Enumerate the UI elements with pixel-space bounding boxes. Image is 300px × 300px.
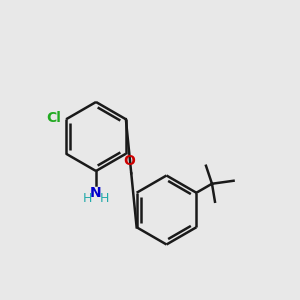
Text: N: N — [90, 186, 102, 200]
Text: H: H — [100, 192, 109, 205]
Text: O: O — [123, 154, 135, 168]
Text: Cl: Cl — [47, 111, 61, 125]
Text: H: H — [83, 192, 92, 205]
